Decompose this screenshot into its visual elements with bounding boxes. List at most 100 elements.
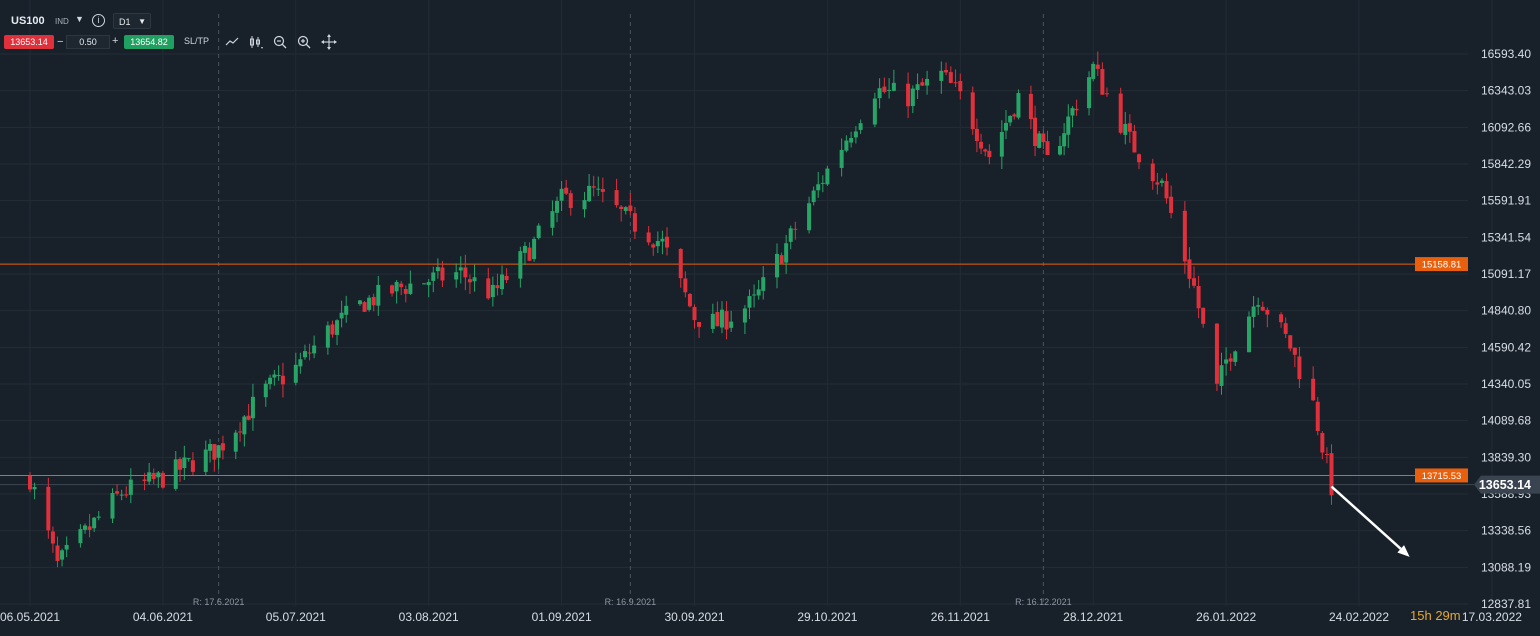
candle — [156, 470, 161, 489]
zoom-in-icon[interactable] — [296, 34, 312, 50]
line-chart-icon[interactable] — [224, 34, 240, 50]
candle — [820, 175, 825, 193]
candle — [1192, 266, 1197, 289]
candle — [1118, 87, 1123, 135]
candle-body — [844, 140, 849, 151]
candle — [564, 179, 569, 196]
annotations[interactable] — [1330, 485, 1410, 557]
candle — [891, 69, 896, 92]
price-axis[interactable]: 16593.40 16343.03 16092.66 15842.29 15591.91… — [1474, 47, 1540, 611]
chevron-down-icon[interactable]: ▼ — [75, 14, 84, 24]
candle-body — [628, 205, 633, 212]
candle — [1260, 301, 1265, 312]
candle — [752, 284, 757, 308]
candle — [367, 295, 372, 312]
candle-body — [431, 272, 436, 281]
candle-body — [280, 375, 285, 385]
candle — [50, 526, 55, 553]
candle — [263, 380, 268, 407]
candle — [1028, 85, 1033, 130]
candle — [1164, 173, 1169, 204]
candle-body — [1265, 309, 1270, 315]
trend-arrow-shaft[interactable] — [1330, 485, 1402, 550]
price-tick-label: 13338.56 — [1481, 524, 1531, 538]
price-tick-label: 13839.30 — [1481, 450, 1531, 464]
info-icon[interactable]: i — [92, 14, 105, 27]
candle — [1057, 136, 1062, 156]
buy-button[interactable]: 13654.82 — [124, 35, 174, 49]
candle-body — [632, 213, 637, 232]
candle — [250, 383, 255, 431]
candle-body — [958, 81, 963, 92]
candle — [719, 301, 724, 334]
trend-arrow-head[interactable] — [1397, 545, 1410, 557]
candle — [970, 86, 975, 135]
candle-body — [1192, 278, 1197, 286]
candle — [683, 271, 688, 298]
candle — [877, 78, 882, 109]
lot-increase-button[interactable]: + — [112, 35, 119, 47]
candle-body — [182, 457, 187, 469]
candle — [536, 223, 541, 240]
candle-body — [1008, 115, 1013, 123]
candle-body — [330, 324, 335, 335]
sltp-button[interactable]: SL/TP — [184, 36, 210, 46]
candle-body — [500, 274, 505, 290]
chevron-down-icon: ▼ — [138, 17, 146, 26]
sell-button[interactable]: 13653.14 — [4, 35, 54, 49]
zoom-out-icon[interactable] — [272, 34, 288, 50]
crosshair-icon[interactable] — [321, 34, 337, 50]
candle — [774, 243, 779, 289]
candle-body — [440, 267, 445, 281]
candle-body — [979, 141, 984, 149]
lot-decrease-button[interactable]: − — [57, 36, 64, 48]
candle-body — [882, 86, 887, 92]
price-tick-label: 14840.80 — [1481, 304, 1531, 318]
candle-body — [1311, 378, 1316, 401]
time-axis[interactable]: 06.05.2021 04.06.2021 05.07.2021 03.08.2021… — [0, 610, 1522, 624]
candles-icon[interactable] — [248, 34, 264, 50]
candle — [302, 344, 307, 360]
candle — [32, 482, 37, 500]
candle-body — [1196, 286, 1201, 309]
candle-body — [1132, 130, 1137, 153]
candle-body — [367, 297, 372, 310]
candle-body — [1329, 453, 1334, 496]
candle — [1062, 123, 1067, 156]
candle-body — [1228, 358, 1233, 362]
candle — [298, 352, 303, 374]
horizontal-levels[interactable]: 15158.81 13715.53 — [0, 257, 1474, 486]
candle-body — [1233, 351, 1238, 362]
candle — [238, 422, 243, 442]
candle-body — [825, 168, 830, 185]
grid — [0, 0, 1493, 606]
candle-body — [559, 188, 564, 201]
candle-body — [692, 306, 697, 321]
candle — [440, 260, 445, 287]
timeframe-select[interactable]: D1 ▼ — [113, 13, 151, 29]
candle-body — [651, 244, 656, 248]
candle — [628, 192, 633, 215]
candle-body — [953, 82, 958, 84]
candle — [1074, 99, 1079, 116]
candle-body — [115, 491, 120, 494]
candle — [887, 78, 892, 99]
candle-body — [600, 189, 605, 192]
candle-body — [807, 203, 812, 231]
rollover-markers: R: 17.6.2021 R: 16.9.2021 R: 16.12.2021 — [193, 14, 1072, 607]
candle — [325, 321, 330, 355]
candle — [807, 196, 812, 234]
candle — [742, 305, 747, 335]
candle-body — [64, 544, 69, 550]
candle — [793, 221, 798, 240]
lot-size-input[interactable]: 0.50 — [66, 35, 110, 49]
candle-body — [1137, 154, 1142, 163]
candle-body — [32, 487, 37, 490]
symbol-label[interactable]: US100 — [11, 15, 45, 27]
candle — [128, 468, 133, 504]
candle-body — [178, 458, 183, 470]
candle — [1150, 158, 1155, 190]
candle — [619, 205, 624, 222]
candle — [1196, 275, 1201, 319]
